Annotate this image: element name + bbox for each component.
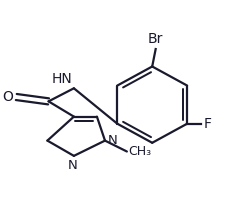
Text: O: O [2, 90, 13, 104]
Text: N: N [68, 159, 78, 172]
Text: HN: HN [52, 72, 73, 86]
Text: CH₃: CH₃ [128, 145, 151, 158]
Text: N: N [108, 134, 117, 147]
Text: Br: Br [148, 32, 163, 46]
Text: F: F [203, 117, 211, 131]
